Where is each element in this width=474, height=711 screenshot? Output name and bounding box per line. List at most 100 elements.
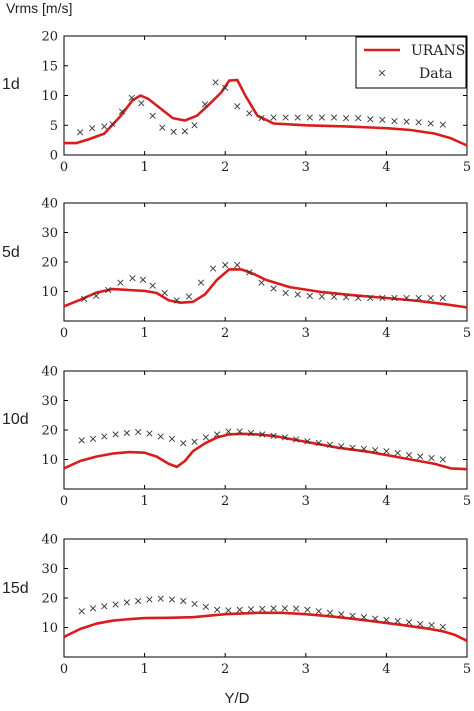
y-tick-label: 10 xyxy=(41,285,58,300)
data-marker xyxy=(128,94,135,101)
x-tick-label: 2 xyxy=(221,160,229,175)
x-tick-label: 4 xyxy=(382,326,390,341)
data-marker xyxy=(236,428,243,435)
data-marker xyxy=(89,605,97,612)
data-marker xyxy=(246,269,253,276)
data-marker xyxy=(105,286,112,294)
panel-frame-15d xyxy=(63,538,468,658)
x-tick-label: 1 xyxy=(140,326,148,341)
data-marker xyxy=(405,451,413,459)
data-marker xyxy=(281,434,288,441)
data-marker xyxy=(330,114,338,121)
y-axis-label: Vrms [m/s] xyxy=(6,0,73,16)
data-marker xyxy=(180,597,187,605)
y-tick-label: 0 xyxy=(50,149,58,164)
data-marker xyxy=(315,439,322,447)
data-marker xyxy=(234,261,241,269)
data-marker xyxy=(258,114,265,122)
data-marker xyxy=(391,294,398,302)
data-marker xyxy=(259,431,266,438)
data-marker xyxy=(294,114,301,121)
data-marker xyxy=(417,620,424,628)
data-marker xyxy=(247,606,255,613)
data-marker xyxy=(201,101,209,108)
data-marker xyxy=(427,120,434,127)
y-tick-label: 30 xyxy=(41,394,58,409)
data-marker xyxy=(270,285,277,292)
data-marker xyxy=(214,431,221,438)
data-marker xyxy=(391,117,398,125)
y-tick-label: 40 xyxy=(41,197,58,212)
data-marker xyxy=(342,114,350,122)
data-marker xyxy=(371,446,379,454)
data-marker xyxy=(135,428,142,436)
data-marker xyxy=(197,279,205,286)
data-marker xyxy=(403,118,410,125)
x-tick-label: 1 xyxy=(140,662,148,677)
data-marker xyxy=(403,294,410,302)
urans-line-5d xyxy=(63,268,468,309)
y-tick-label: 10 xyxy=(41,453,58,468)
data-marker xyxy=(415,294,422,302)
x-tick-label: 4 xyxy=(382,494,390,509)
data-marker xyxy=(225,607,232,614)
x-tick-label: 4 xyxy=(382,662,390,677)
y-tick-label: 5 xyxy=(50,119,58,134)
urans-line-10d xyxy=(63,432,468,471)
panel-label-5d: 5d xyxy=(2,244,20,261)
data-marker xyxy=(118,108,126,115)
data-marker xyxy=(78,437,85,444)
x-axis-label: Y/D xyxy=(224,690,250,707)
data-marker xyxy=(168,435,176,442)
x-tick-label: 0 xyxy=(60,326,68,341)
data-marker xyxy=(383,448,390,455)
data-marker xyxy=(246,110,253,117)
data-marker xyxy=(77,129,84,136)
x-tick-label: 5 xyxy=(463,160,471,175)
data-marker xyxy=(293,436,300,443)
data-marker xyxy=(439,623,446,631)
y-tick-label: 15 xyxy=(41,59,58,74)
y-tick-label: 20 xyxy=(41,592,58,607)
data-marker xyxy=(293,605,300,612)
x-tick-label: 5 xyxy=(463,326,471,341)
data-marker xyxy=(222,84,229,91)
data-marker xyxy=(367,116,374,123)
data-marker xyxy=(101,433,108,440)
data-marker xyxy=(342,294,350,301)
data-marker xyxy=(89,435,97,442)
data-marker xyxy=(149,112,156,119)
urans-line-15d xyxy=(63,611,468,642)
x-tick-label: 1 xyxy=(140,160,148,175)
data-marker xyxy=(146,596,153,603)
x-tick-label: 3 xyxy=(302,662,310,677)
data-marker xyxy=(101,123,108,130)
y-tick-label: 10 xyxy=(41,621,58,636)
data-marker xyxy=(439,121,446,128)
data-marker xyxy=(427,294,434,302)
data-marker xyxy=(270,605,277,612)
data-marker xyxy=(129,275,136,282)
data-marker xyxy=(149,282,156,289)
data-marker xyxy=(214,606,221,613)
panel-label-15d: 15d xyxy=(2,580,29,597)
legend-box xyxy=(355,36,467,89)
x-tick-label: 2 xyxy=(221,494,229,509)
data-marker xyxy=(101,603,108,610)
data-marker xyxy=(191,122,198,129)
data-marker xyxy=(282,114,289,121)
y-tick-label: 10 xyxy=(41,89,58,104)
data-marker xyxy=(202,434,209,441)
data-marker xyxy=(157,433,164,440)
data-marker xyxy=(383,616,390,623)
y-tick-label: 40 xyxy=(41,365,58,380)
data-marker xyxy=(394,449,401,457)
x-tick-label: 0 xyxy=(60,662,68,677)
data-marker xyxy=(326,441,334,448)
x-tick-label: 0 xyxy=(60,494,68,509)
data-marker xyxy=(185,293,193,300)
data-marker xyxy=(394,617,401,625)
data-marker xyxy=(306,114,313,121)
x-tick-label: 1 xyxy=(140,494,148,509)
